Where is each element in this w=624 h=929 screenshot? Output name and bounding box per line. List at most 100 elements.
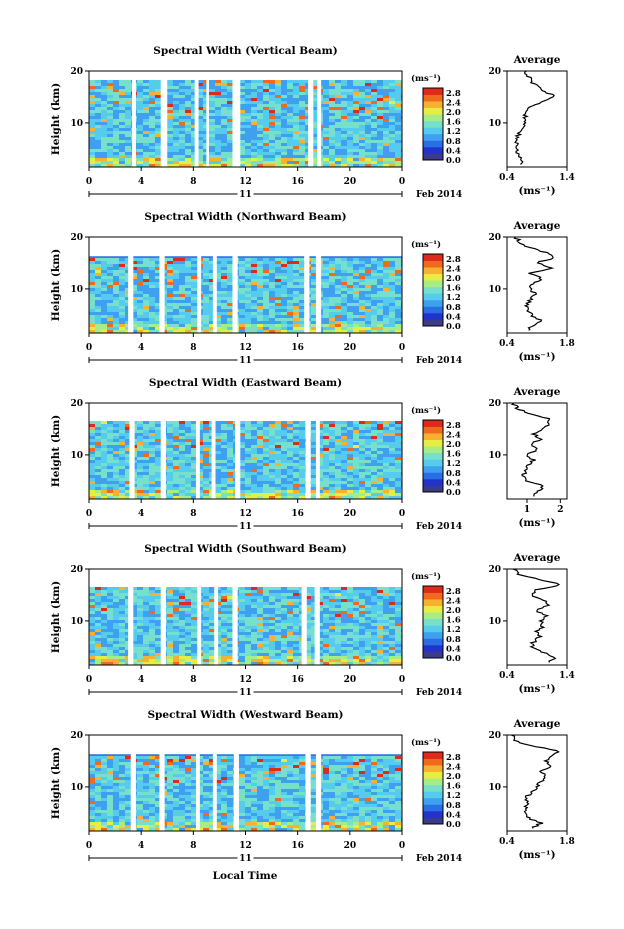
- data-gap: [129, 403, 135, 499]
- colorbar-tick-label: 2.8: [446, 587, 461, 597]
- heatmap: [89, 237, 402, 333]
- y-axis-label: Height (km): [50, 581, 62, 653]
- colorbar-swatch: [423, 485, 443, 493]
- colorbar-swatch: [423, 478, 443, 486]
- colorbar-tick-label: 0.4: [446, 312, 461, 322]
- average-profile-line: [511, 734, 560, 829]
- colorbar-swatch: [423, 260, 443, 268]
- x-tick-label: 0: [86, 343, 92, 353]
- data-gap: [233, 735, 239, 831]
- colorbar-swatch: [423, 420, 443, 427]
- colorbar-frame: [422, 253, 444, 327]
- y-tick-label: 20: [70, 731, 83, 741]
- x-tick-label: 0: [399, 841, 405, 851]
- x-tick-label: 0: [86, 509, 92, 519]
- colorbar-swatch: [423, 254, 443, 261]
- panel-title: Spectral Width (Northward Beam): [144, 211, 346, 223]
- data-gap: [305, 403, 311, 499]
- date-label: Feb 2014: [416, 190, 462, 200]
- colorbar-tick-label: 2.4: [446, 596, 461, 606]
- panel-title: Spectral Width (Southward Beam): [144, 543, 346, 555]
- colorbar-tick-label: 2.4: [446, 762, 461, 772]
- colorbar-tick-label: 1.6: [446, 284, 461, 294]
- avg-y-tick-label: 20: [488, 67, 501, 77]
- x-tick-label: 0: [86, 177, 92, 187]
- colorbar-swatch: [423, 752, 443, 759]
- colorbar-swatch: [423, 88, 443, 95]
- colorbar-frame: [422, 751, 444, 825]
- colorbar-tick-label: 2.4: [446, 98, 461, 108]
- average-frame: [506, 236, 568, 334]
- x-tick-label: 20: [344, 841, 357, 851]
- date-label: Feb 2014: [416, 854, 462, 864]
- panel-3: Spectral Width (Eastward Beam) Height (km…: [50, 377, 568, 532]
- data-gap: [232, 71, 241, 167]
- x-tick-label: 16: [291, 841, 304, 851]
- y-tick-label: 10: [70, 783, 83, 793]
- average-profile-line: [514, 70, 555, 165]
- colorbar-swatch: [423, 758, 443, 766]
- data-gap: [128, 237, 134, 333]
- data-gap: [128, 569, 134, 665]
- colorbar-swatch: [423, 133, 443, 141]
- colorbar-swatch: [423, 618, 443, 626]
- x-tick-label: 16: [291, 177, 304, 187]
- colorbar-tick-label: 1.2: [446, 791, 461, 801]
- avg-y-tick-label: 10: [488, 451, 501, 461]
- colorbar-swatch: [423, 771, 443, 779]
- avg-x-label: (ms⁻¹): [518, 517, 555, 529]
- data-gap: [232, 569, 238, 665]
- colorbar-swatch: [423, 312, 443, 320]
- y-tick-label: 10: [70, 119, 83, 129]
- y-tick-label: 20: [70, 399, 83, 409]
- data-gap: [160, 71, 168, 167]
- colorbar-swatch: [423, 94, 443, 102]
- avg-x-tick-label: 2: [557, 505, 563, 515]
- colorbar-swatch: [423, 599, 443, 607]
- avg-x-tick-label: 1: [524, 505, 530, 515]
- avg-y-tick-label: 10: [488, 119, 501, 129]
- average-frame: [506, 568, 568, 666]
- avg-x-label: (ms⁻¹): [518, 683, 555, 695]
- colorbar-swatch: [423, 592, 443, 600]
- colorbar-swatch: [423, 280, 443, 288]
- data-gap: [232, 237, 238, 333]
- colorbar-tick-label: 1.6: [446, 782, 461, 792]
- day-label: 11: [239, 688, 252, 698]
- data-gap: [159, 735, 165, 831]
- colorbar-swatch: [423, 778, 443, 786]
- avg-y-tick-label: 10: [488, 617, 501, 627]
- colorbar-swatch: [423, 465, 443, 473]
- colorbar-tick-label: 1.6: [446, 450, 461, 460]
- colorbar-tick-label: 0.4: [446, 146, 461, 156]
- colorbar-swatch: [423, 146, 443, 154]
- colorbar-swatch: [423, 612, 443, 620]
- heatmap: [89, 735, 402, 831]
- data-gap: [130, 735, 136, 831]
- colorbar-tick-label: 2.0: [446, 440, 461, 450]
- x-tick-label: 16: [291, 343, 304, 353]
- heatmap: [89, 71, 402, 167]
- average-title: Average: [513, 552, 561, 564]
- colorbar-swatch: [423, 804, 443, 812]
- avg-x-tick-label: 1.4: [559, 173, 575, 183]
- x-tick-label: 16: [291, 675, 304, 685]
- colorbar-swatch: [423, 267, 443, 275]
- colorbar-swatch: [423, 791, 443, 799]
- data-gap: [315, 403, 320, 499]
- colorbar-tick-label: 0.8: [446, 137, 461, 147]
- x-tick-label: 0: [86, 675, 92, 685]
- colorbar-tick-label: 2.8: [446, 89, 461, 99]
- data-gap: [314, 569, 320, 665]
- data-gap: [194, 71, 199, 167]
- colorbar-tick-label: 1.6: [446, 616, 461, 626]
- avg-x-tick-label: 1.8: [559, 837, 575, 847]
- y-tick-label: 10: [70, 285, 83, 295]
- panel-1: Spectral Width (Vertical Beam) Height (km…: [50, 45, 575, 200]
- colorbar-tick-label: 2.4: [446, 264, 461, 274]
- y-tick-label: 20: [70, 233, 83, 243]
- average-frame: [506, 70, 568, 168]
- colorbar-swatch: [423, 114, 443, 122]
- y-tick-label: 10: [70, 451, 83, 461]
- colorbar-unit: (ms⁻¹): [411, 73, 441, 84]
